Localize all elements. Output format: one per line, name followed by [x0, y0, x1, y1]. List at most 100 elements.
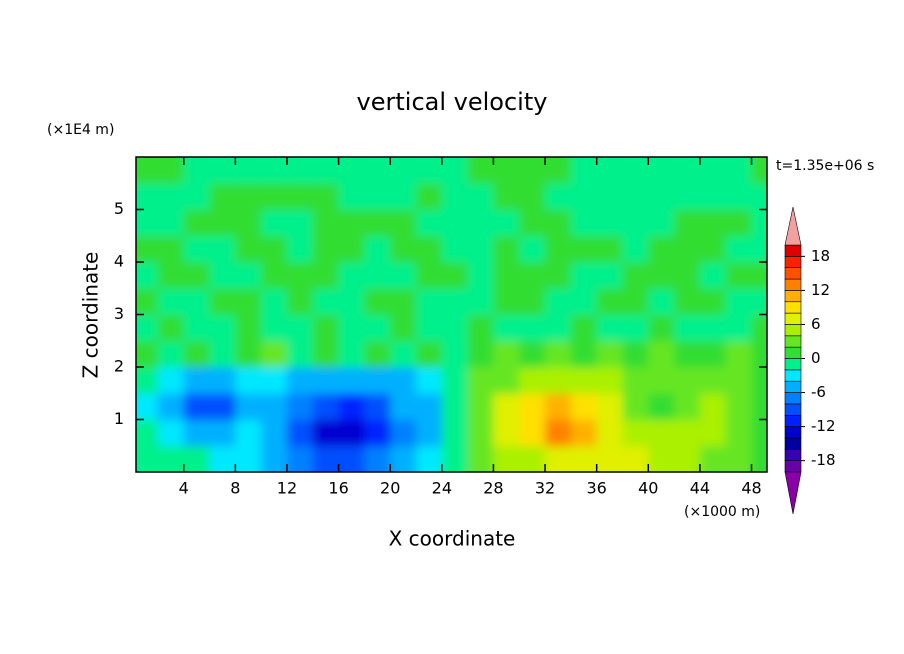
contour-cell	[136, 183, 159, 210]
contour-cell	[674, 235, 701, 263]
contour-cell	[699, 393, 727, 420]
contour-cell	[648, 314, 675, 342]
contour-cell	[725, 445, 753, 472]
contour-cell	[286, 314, 314, 342]
contour-cell	[493, 262, 520, 289]
contour-cell	[570, 445, 598, 472]
contour-cell	[157, 288, 185, 315]
contour-cell	[261, 288, 288, 315]
contour-cell	[519, 183, 546, 210]
contour-cell	[338, 183, 365, 210]
contour-cell	[751, 367, 767, 394]
contour-cell	[136, 288, 159, 315]
contour-cell	[699, 235, 727, 263]
contour-cell	[545, 235, 572, 263]
contour-cell	[622, 393, 649, 420]
contour-cell	[545, 157, 572, 184]
contour-cell	[674, 367, 701, 394]
contour-cell	[312, 445, 340, 472]
contour-cell	[674, 209, 701, 237]
contour-cell	[441, 340, 469, 368]
contour-cell	[261, 262, 288, 289]
contour-cell	[648, 209, 675, 237]
contour-cell	[674, 183, 701, 210]
contour-cell	[209, 445, 236, 472]
contour-cell	[493, 367, 520, 394]
contour-cell	[441, 235, 469, 263]
contour-cell	[364, 393, 391, 420]
x-tick-label: 36	[586, 479, 606, 498]
contour-cell	[545, 419, 572, 447]
contour-cell	[312, 367, 340, 394]
x-tick-label: 16	[328, 479, 348, 498]
contour-cell	[725, 183, 753, 210]
contour-cell	[183, 235, 211, 263]
contour-cell	[416, 157, 443, 184]
contour-cell	[209, 157, 236, 184]
contour-cell	[390, 288, 417, 315]
colorbar-band	[784, 414, 802, 427]
colorbar-band	[784, 346, 802, 359]
contour-cell	[493, 340, 520, 368]
contour-cell	[725, 288, 753, 315]
contour-cell	[622, 419, 649, 447]
contour-cell	[390, 419, 417, 447]
contour-cell	[751, 235, 767, 263]
contour-cell	[390, 367, 417, 394]
contour-cell	[183, 288, 211, 315]
contour-cell	[467, 235, 494, 263]
contour-cell	[183, 314, 211, 342]
contour-cell	[157, 209, 185, 237]
contour-cell	[467, 340, 494, 368]
contour-cell	[467, 183, 494, 210]
contour-cell	[157, 157, 185, 184]
contour-cell	[648, 367, 675, 394]
contour-cell	[261, 445, 288, 472]
contour-cell	[467, 419, 494, 447]
contour-cell	[570, 235, 598, 263]
contour-cell	[261, 367, 288, 394]
contour-cell	[751, 445, 767, 472]
contour-cell	[493, 288, 520, 315]
contour-cell	[622, 314, 649, 342]
contour-cell	[136, 340, 159, 368]
contour-cell	[183, 209, 211, 237]
contour-cell	[390, 235, 417, 263]
contour-cell	[183, 367, 211, 394]
colorbar-band	[784, 460, 802, 473]
colorbar-tick-label: -18	[811, 451, 836, 469]
contour-cell	[235, 288, 262, 315]
contour-cell	[209, 419, 236, 447]
contour-cell	[493, 393, 520, 420]
x-unit: (×1000 m)	[684, 504, 760, 520]
y-tick-label: 4	[114, 252, 124, 271]
contour-cells	[136, 157, 767, 472]
contour-cell	[286, 209, 314, 237]
contour-cell	[545, 393, 572, 420]
contour-cell	[596, 314, 623, 342]
colorbar-band	[784, 426, 802, 439]
contour-cell	[364, 445, 391, 472]
contour-cell	[699, 183, 727, 210]
x-tick-label: 4	[179, 479, 189, 498]
colorbar-band	[784, 256, 802, 269]
colorbar-band	[784, 267, 802, 280]
contour-cell	[286, 262, 314, 289]
contour-cell	[209, 209, 236, 237]
contour-cell	[467, 445, 494, 472]
contour-cell	[209, 288, 236, 315]
contour-cell	[493, 235, 520, 263]
colorbar-tick-label: 12	[811, 281, 830, 299]
contour-cell	[570, 367, 598, 394]
contour-cell	[364, 419, 391, 447]
contour-cell	[596, 419, 623, 447]
contour-cell	[157, 419, 185, 447]
contour-cell	[699, 340, 727, 368]
contour-cell	[467, 367, 494, 394]
contour-cell	[751, 419, 767, 447]
contour-cell	[286, 157, 314, 184]
contour-cell	[467, 393, 494, 420]
contour-cell	[545, 209, 572, 237]
contour-field	[136, 157, 767, 472]
contour-cell	[416, 209, 443, 237]
